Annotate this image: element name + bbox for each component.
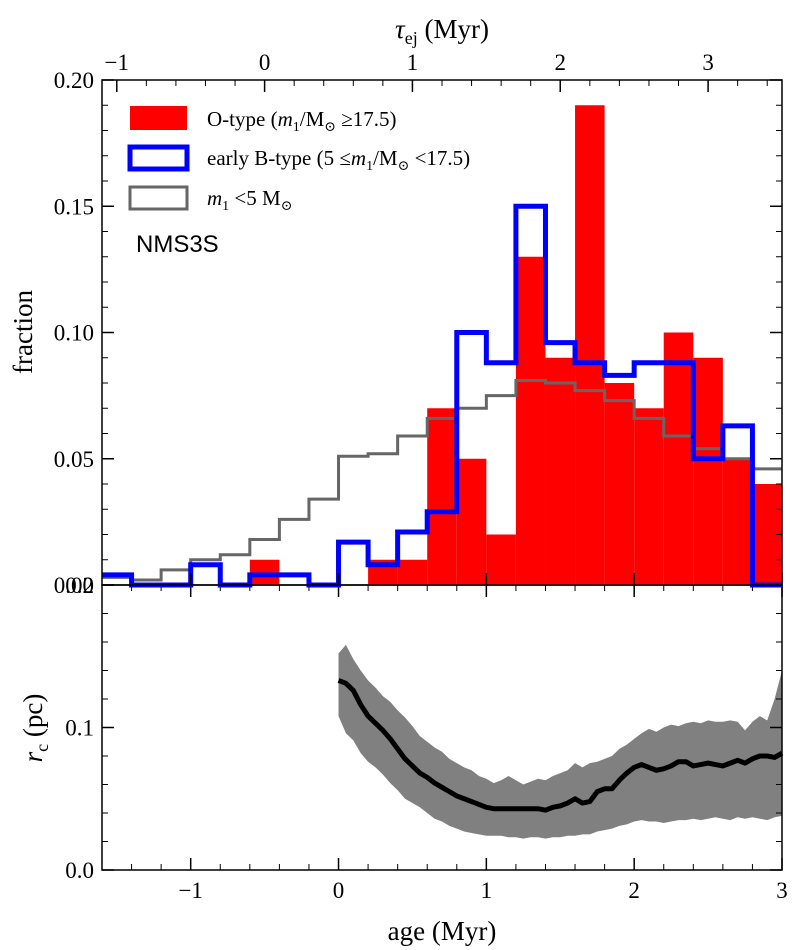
y-tick-label: 0.00 xyxy=(54,573,94,598)
legend-label: O-type (m1/M⊙ ≥17.5) xyxy=(207,107,397,135)
legend-swatch-outline xyxy=(127,144,190,172)
bottom-x-tick-label: −1 xyxy=(178,878,202,903)
histogram-bar xyxy=(604,383,635,585)
bottom-x-axis-label: age (Myr) xyxy=(388,916,497,946)
bottom-y-tick-label: 0.1 xyxy=(65,716,94,741)
bottom-y-tick-label: 0.0 xyxy=(65,858,94,883)
confidence-band-layer xyxy=(338,644,782,839)
top-x-axis-label: τej (Myr) xyxy=(395,14,489,48)
legend-swatch-outline xyxy=(128,185,189,211)
histogram-bar xyxy=(545,357,576,585)
histogram-bar xyxy=(722,458,753,585)
histogram-bar xyxy=(397,559,428,585)
confidence-band xyxy=(338,644,782,839)
histogram-bar xyxy=(663,332,694,585)
y-tick-label: 0.20 xyxy=(54,68,94,93)
top-x-tick-label: 1 xyxy=(407,50,419,75)
top-panel: 0.00 0.05 0.10 0.15 0.20 −1 0 1 2 3 τej (Myr) fra… xyxy=(8,14,783,598)
histogram-bar xyxy=(515,256,546,585)
low-mass-step-line xyxy=(102,378,782,582)
top-x-tick-label: 0 xyxy=(259,50,271,75)
median-line xyxy=(337,678,784,813)
y-tick-label: 0.10 xyxy=(54,321,94,346)
y-label-main: r xyxy=(18,751,48,762)
bottom-x-tick-label: 3 xyxy=(776,878,788,903)
y-tick-label: 0.05 xyxy=(54,447,94,472)
top-label-main: τ xyxy=(395,14,406,44)
bottom-x-tick-label: 1 xyxy=(481,878,493,903)
y-label-unit: (pc) xyxy=(18,694,48,744)
y-tick-label: 0.15 xyxy=(54,194,94,219)
histogram-bars xyxy=(249,105,782,585)
top-y-axis-label: fraction xyxy=(8,290,38,374)
top-label-unit: (Myr) xyxy=(418,14,489,44)
histogram-bar xyxy=(456,458,487,585)
histogram-bar xyxy=(634,408,664,585)
top-ticks: 0.00 0.05 0.10 0.15 0.20 −1 0 1 2 3 xyxy=(54,50,783,598)
legend-swatch-filled xyxy=(130,106,187,130)
histogram-bar xyxy=(427,408,457,585)
y-label-sub: c xyxy=(32,744,52,752)
histogram-bar xyxy=(693,357,723,585)
bottom-panel: 0.0 0.1 0.2 −1 0 1 2 3 age (Myr) rc (pc) xyxy=(18,573,788,946)
top-x-tick-label: 3 xyxy=(702,50,714,75)
legend: O-type (m1/M⊙ ≥17.5) early B-type (5 ≤m1/… xyxy=(127,106,470,214)
bottom-x-tick-label: 0 xyxy=(333,878,345,903)
histogram-bar xyxy=(575,105,605,585)
histogram-bar xyxy=(486,534,516,585)
bottom-y-tick-label: 0.2 xyxy=(65,573,94,598)
top-label-sub: ej xyxy=(405,28,418,48)
histogram-bar xyxy=(249,559,280,585)
median-line-layer xyxy=(337,678,784,813)
panel-annotation: NMS3S xyxy=(136,231,219,258)
legend-label: m1 <5 M⊙ xyxy=(207,186,292,214)
legend-label: early B-type (5 ≤m1/M⊙ <17.5) xyxy=(207,146,470,174)
bottom-y-axis-label: rc (pc) xyxy=(18,694,52,763)
bottom-x-tick-label: 2 xyxy=(628,878,640,903)
top-x-tick-label: −1 xyxy=(105,50,129,75)
top-x-tick-label: 2 xyxy=(555,50,567,75)
